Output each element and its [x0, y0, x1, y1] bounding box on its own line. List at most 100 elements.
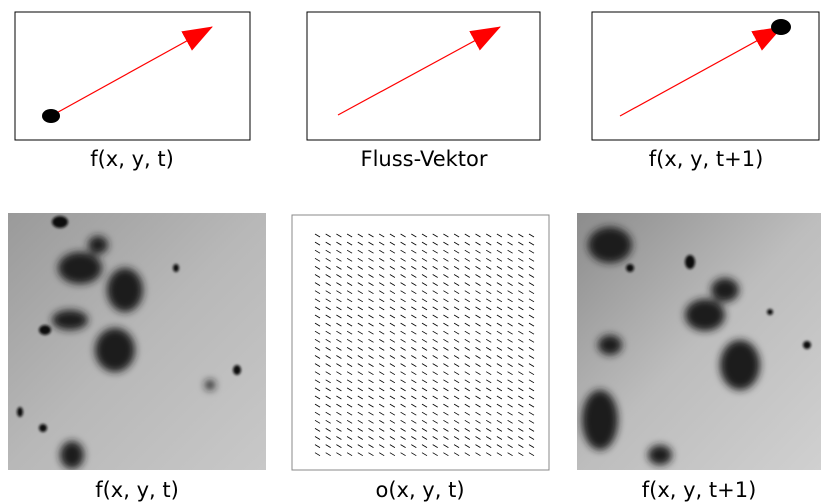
flow-arrow: [378, 249, 385, 254]
flow-arrow: [432, 290, 438, 295]
flow-arrow: [528, 436, 535, 440]
flow-arrow: [485, 452, 492, 457]
flow-arrow: [432, 371, 438, 376]
flow-arrow: [378, 411, 385, 416]
flow-arrow: [336, 330, 342, 335]
flow-arrow: [378, 241, 385, 246]
flow-arrow: [421, 371, 428, 376]
flow-arrow: [378, 314, 385, 319]
flow-arrow: [346, 274, 353, 278]
flow-arrow: [336, 379, 342, 384]
flow-arrow: [464, 436, 471, 440]
flow-arrow: [485, 444, 492, 448]
flow-arrow: [346, 233, 353, 238]
flow-arrow: [421, 266, 428, 270]
flow-arrow: [507, 338, 513, 343]
flow-arrow: [496, 347, 503, 351]
flow-arrow: [336, 411, 342, 416]
flow-arrow: [464, 314, 471, 319]
flow-arrow: [411, 395, 417, 400]
flow-arrow: [496, 403, 503, 408]
flow-arrow: [432, 314, 438, 319]
flow-arrow: [496, 452, 503, 457]
flow-arrow: [485, 298, 492, 303]
flow-arrow: [475, 452, 481, 457]
flow-arrow: [357, 347, 364, 351]
flow-arrow: [432, 306, 438, 311]
flow-arrow: [496, 322, 503, 327]
flow-arrow: [485, 436, 492, 440]
flow-arrow: [421, 241, 428, 246]
flow-arrow: [443, 249, 449, 254]
flow-arrow: [443, 233, 449, 238]
flow-arrow: [507, 379, 513, 384]
flow-arrow: [357, 266, 364, 270]
flow-arrow: [496, 274, 503, 278]
flow-arrow: [443, 444, 449, 448]
flow-arrow: [528, 355, 535, 359]
flow-arrow: [421, 347, 428, 351]
flow-arrow: [400, 249, 406, 254]
flow-arrow: [485, 257, 492, 262]
flow-arrow: [336, 257, 342, 262]
flow-arrow: [368, 355, 374, 359]
flow-arrow: [507, 241, 513, 246]
flow-arrow: [507, 282, 513, 286]
flow-arrow: [346, 257, 353, 262]
flow-arrow: [421, 282, 428, 286]
flow-arrow: [400, 363, 406, 367]
flow-arrow: [432, 249, 438, 254]
panel-before: [14, 11, 251, 141]
flow-arrow: [314, 363, 321, 367]
flow-arrow: [389, 452, 396, 457]
flow-field: [291, 214, 550, 471]
flow-arrow: [443, 403, 449, 408]
flow-arrow: [421, 322, 428, 327]
flow-arrow: [357, 387, 364, 392]
flow-arrow: [346, 322, 353, 327]
flow-arrow: [357, 371, 364, 376]
flow-arrow: [443, 241, 449, 246]
flow-arrow: [475, 436, 481, 440]
flow-arrow: [357, 274, 364, 278]
flow-arrow: [378, 387, 385, 392]
flow-arrow: [518, 314, 524, 319]
flow-arrow: [432, 338, 438, 343]
flow-arrow: [411, 371, 417, 376]
flow-arrow: [336, 274, 342, 278]
flow-arrow: [389, 274, 396, 278]
flow-arrow: [314, 347, 321, 351]
flow-arrow: [389, 419, 396, 424]
flow-arrow: [528, 363, 535, 367]
flow-arrow: [432, 266, 438, 270]
flow-arrow: [400, 428, 406, 432]
flow-arrow: [464, 290, 471, 295]
image-after: [577, 213, 821, 470]
flow-arrow: [421, 411, 428, 416]
flow-arrow: [432, 387, 438, 392]
flow-arrow: [411, 387, 417, 392]
flow-arrow: [368, 314, 374, 319]
flow-arrow: [485, 330, 492, 335]
flow-arrow: [368, 338, 374, 343]
flow-arrow: [518, 428, 524, 432]
flow-arrow: [453, 371, 460, 376]
flow-arrow: [421, 387, 428, 392]
flow-arrow: [475, 411, 481, 416]
flow-arrow: [485, 249, 492, 254]
flow-arrow: [389, 266, 396, 270]
flow-arrow: [400, 371, 406, 376]
label: f(x, y, t+1): [649, 147, 764, 171]
flow-arrow: [496, 241, 503, 246]
flow-arrow: [432, 233, 438, 238]
flow-arrow: [336, 314, 342, 319]
flow-arrow: [496, 436, 503, 440]
flow-arrow: [389, 314, 396, 319]
flow-arrow: [453, 428, 460, 432]
flow-arrow: [421, 338, 428, 343]
flow-arrow: [378, 290, 385, 295]
flow-arrow: [368, 233, 374, 238]
flow-arrow: [411, 363, 417, 367]
flow-arrow: [464, 233, 471, 238]
flow-arrow: [378, 444, 385, 448]
